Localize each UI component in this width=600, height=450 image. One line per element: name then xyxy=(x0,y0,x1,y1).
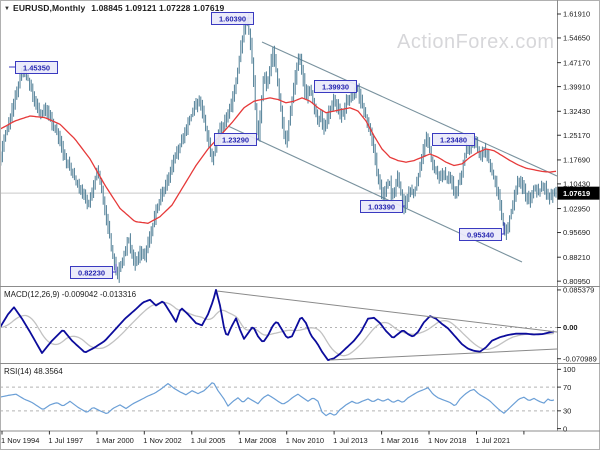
svg-text:30: 30 xyxy=(563,407,571,416)
svg-text:1.32430: 1.32430 xyxy=(563,107,590,116)
svg-text:1.07619: 1.07619 xyxy=(563,189,590,198)
date-label: 1 Jul 1997 xyxy=(48,436,83,445)
macd-panel xyxy=(0,289,558,361)
svg-text:1.17690: 1.17690 xyxy=(563,156,590,165)
svg-text:1.61910: 1.61910 xyxy=(563,10,590,19)
date-label: 1 Mar 2000 xyxy=(96,436,134,445)
date-label: 1 Mar 2016 xyxy=(381,436,419,445)
price-flag: 1.23480 xyxy=(432,133,477,146)
svg-text:0.80950: 0.80950 xyxy=(563,277,590,286)
svg-text:1.03390: 1.03390 xyxy=(368,203,395,212)
current-price-tag: 1.07619 xyxy=(557,186,600,200)
svg-text:0.88210: 0.88210 xyxy=(563,253,590,262)
svg-text:0: 0 xyxy=(563,424,567,433)
price-flag: 1.03390 xyxy=(360,200,405,213)
price-flag: 0.82230 xyxy=(70,264,117,279)
price-flag: 1.39930 xyxy=(314,80,359,93)
trendline[interactable] xyxy=(261,41,558,177)
svg-text:1.47170: 1.47170 xyxy=(563,58,590,67)
svg-text:0.82230: 0.82230 xyxy=(78,269,105,278)
svg-text:1.60390: 1.60390 xyxy=(219,15,246,24)
trendline[interactable] xyxy=(216,290,558,333)
price-flag: 0.95340 xyxy=(459,222,505,241)
svg-text:1.25170: 1.25170 xyxy=(563,131,590,140)
price-axis: 1.61910 1.54650 1.47170 1.39910 1.32430 1.251… xyxy=(557,10,597,433)
time-axis: 1 Nov 1994 1 Jul 1997 1 Mar 2000 1 Nov 2002… xyxy=(1,431,525,445)
svg-text:70: 70 xyxy=(563,383,571,392)
svg-text:1.54650: 1.54650 xyxy=(563,34,590,43)
price-flag: 1.23290 xyxy=(214,133,259,146)
date-label: 1 Jul 2005 xyxy=(191,436,226,445)
date-label: 1 Nov 2018 xyxy=(428,436,466,445)
date-label: 1 Jul 2021 xyxy=(476,436,511,445)
main-price-panel: 1.45350 1.60390 1.39930 1.23290 1.23480 1.033… xyxy=(0,12,558,283)
date-label: 1 Nov 2002 xyxy=(143,436,181,445)
svg-text:0.00: 0.00 xyxy=(563,323,578,332)
svg-text:1.10430: 1.10430 xyxy=(563,180,590,189)
trendline[interactable] xyxy=(329,348,558,361)
price-flag: 1.45350 xyxy=(9,61,58,74)
macd-trendlines xyxy=(216,290,558,361)
svg-text:0.95690: 0.95690 xyxy=(563,228,590,237)
svg-text:100: 100 xyxy=(563,365,576,374)
rsi-line xyxy=(0,382,555,417)
svg-text:1.02950: 1.02950 xyxy=(563,204,590,213)
svg-text:1.23290: 1.23290 xyxy=(222,136,249,145)
date-label: 1 Jul 2013 xyxy=(333,436,368,445)
date-label: 1 Nov 2010 xyxy=(286,436,324,445)
svg-text:1.45350: 1.45350 xyxy=(23,64,50,73)
svg-text:0.95340: 0.95340 xyxy=(467,231,494,240)
rsi-panel xyxy=(0,382,557,417)
svg-text:1.23480: 1.23480 xyxy=(440,136,467,145)
date-label: 1 Nov 1994 xyxy=(1,436,39,445)
macd-line xyxy=(0,289,555,361)
svg-text:1.39930: 1.39930 xyxy=(322,83,349,92)
price-flag: 1.60390 xyxy=(211,12,254,25)
price-bars xyxy=(0,13,557,283)
macd-signal-line xyxy=(0,301,555,357)
svg-text:-0.070989: -0.070989 xyxy=(563,354,597,363)
svg-text:0.085379: 0.085379 xyxy=(563,286,594,295)
date-label: 1 Mar 2008 xyxy=(238,436,276,445)
svg-text:1.39910: 1.39910 xyxy=(563,82,590,91)
ma-line xyxy=(0,97,557,224)
price-flags: 1.45350 1.60390 1.39930 1.23290 1.23480 1.033… xyxy=(9,12,505,279)
